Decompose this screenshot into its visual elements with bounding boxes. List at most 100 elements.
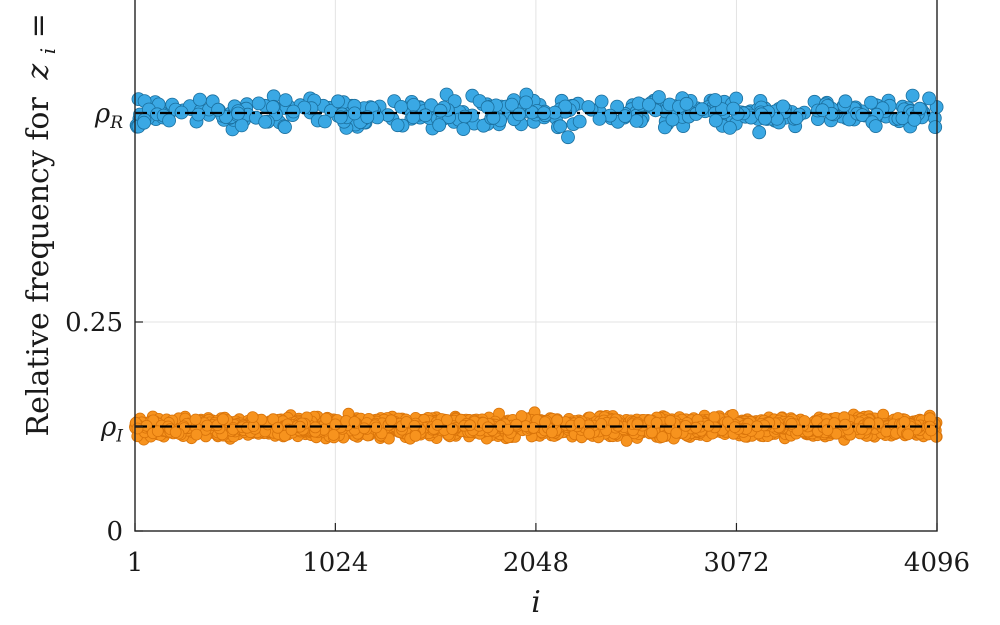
y-axis-label-var: z [21,64,56,81]
point [815,103,830,118]
point [409,429,422,442]
y-tick-subscript: R [109,113,123,133]
point [573,416,586,429]
x-tick-label: 2048 [503,548,569,578]
point [512,107,526,122]
point [723,121,737,135]
point [432,118,447,132]
point [385,414,398,427]
point [789,111,804,125]
point [690,421,702,434]
point [561,130,575,145]
point [394,100,409,114]
y-tick-label: 0.25 [65,308,123,338]
y-axis-label-text: Relative frequency for [21,97,56,437]
point [855,108,870,122]
y-tick-label: ρR [94,99,123,133]
point [553,119,568,134]
point [286,104,301,119]
point [902,428,914,441]
y-axis-label-sub: i [36,48,60,54]
x-axis-label: i [531,585,541,620]
point [708,93,723,107]
x-tick-label: 3072 [703,548,769,578]
point [317,114,332,129]
x-tick-label: 4096 [904,548,970,578]
point [327,429,340,441]
point [665,112,680,127]
point [390,118,405,133]
point [864,95,878,110]
point [868,119,883,133]
x-tick-label: 1024 [302,548,368,578]
point [446,423,459,436]
point [169,426,182,439]
x-tick-label: 1 [127,548,144,578]
point [251,96,266,111]
y-tick-subscript: I [115,427,123,447]
point [486,110,501,125]
point [656,431,669,443]
reference-lines [135,111,937,428]
point [192,92,207,107]
point [151,425,164,438]
point [431,418,444,431]
point [708,113,723,128]
point [572,114,587,129]
point [480,100,495,115]
point [162,113,177,128]
point [905,88,920,103]
y-tick-label: ρI [100,413,123,447]
y-axis-label-rest: = 1 [21,0,56,38]
point [433,103,448,118]
point [191,107,206,122]
point [752,125,767,140]
point [839,418,851,431]
point [211,102,226,117]
y-tick-symbol: ρ [94,99,111,129]
point [456,122,471,137]
point [418,108,433,123]
point [595,418,608,430]
point [278,93,293,107]
point [670,426,683,439]
point [695,102,709,117]
point [618,109,632,123]
point [271,421,284,434]
point [370,421,383,434]
point [358,422,371,435]
point [265,100,280,114]
point [922,91,936,106]
point [821,424,834,437]
point [131,422,144,435]
point [726,101,741,116]
point [642,97,656,112]
point [137,115,151,130]
point [583,427,596,440]
point [631,418,644,431]
point [551,414,563,427]
y-tick-label: 0 [106,517,123,547]
point [546,426,558,439]
point [320,412,333,425]
point [608,416,621,429]
y-axis-label: Relative frequency for z i = 1 [21,0,63,436]
point [217,413,229,426]
point [504,97,519,112]
point [907,112,922,127]
point [234,118,249,133]
point [594,94,609,109]
point [785,417,798,430]
point [581,100,596,114]
point [928,120,943,134]
point [464,419,476,432]
point [646,426,658,439]
point [664,414,677,427]
point [190,428,203,441]
point [527,421,540,434]
grid [135,0,937,531]
point [331,94,345,109]
point [406,98,421,112]
